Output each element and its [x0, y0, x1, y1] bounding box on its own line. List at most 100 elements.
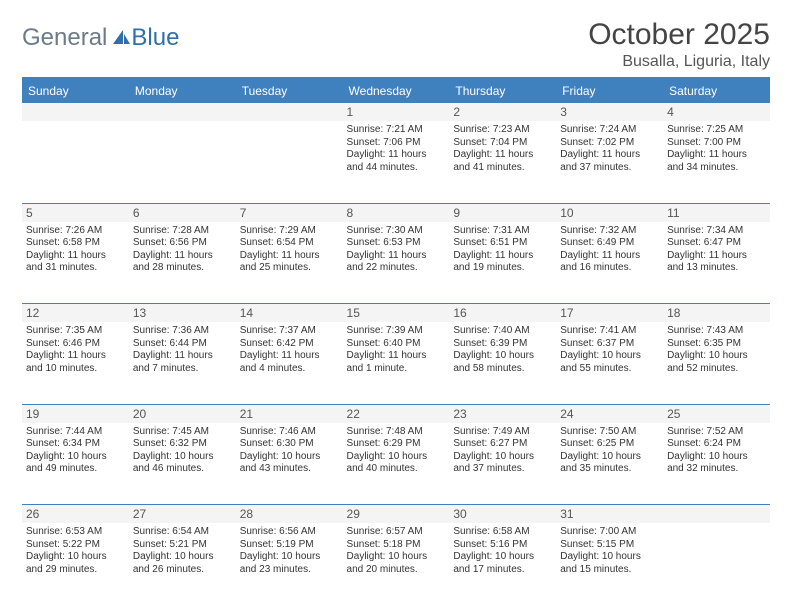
day-cell: Sunrise: 6:54 AMSunset: 5:21 PMDaylight:…	[129, 523, 236, 605]
day-number-row: 1234	[22, 103, 770, 121]
sunrise-line: Sunrise: 7:25 AM	[667, 124, 766, 137]
sunrise-line: Sunrise: 7:48 AM	[347, 426, 446, 439]
day-cell: Sunrise: 7:24 AMSunset: 7:02 PMDaylight:…	[556, 121, 663, 203]
daylight-line: Daylight: 11 hours and 4 minutes.	[240, 350, 339, 375]
day-number-cell: 18	[663, 304, 770, 322]
daylight-line: Daylight: 11 hours and 22 minutes.	[347, 250, 446, 275]
daylight-line: Daylight: 11 hours and 44 minutes.	[347, 149, 446, 174]
sunrise-line: Sunrise: 7:31 AM	[453, 225, 552, 238]
sunrise-line: Sunrise: 6:53 AM	[26, 526, 125, 539]
day-cell	[236, 121, 343, 203]
daylight-line: Daylight: 10 hours and 49 minutes.	[26, 451, 125, 476]
day-cell: Sunrise: 7:39 AMSunset: 6:40 PMDaylight:…	[343, 322, 450, 404]
day-number-cell	[236, 103, 343, 121]
daylight-line: Daylight: 11 hours and 37 minutes.	[560, 149, 659, 174]
day-number-cell: 29	[343, 505, 450, 523]
day-cell: Sunrise: 7:32 AMSunset: 6:49 PMDaylight:…	[556, 222, 663, 304]
day-cell: Sunrise: 7:45 AMSunset: 6:32 PMDaylight:…	[129, 423, 236, 505]
sunset-line: Sunset: 6:25 PM	[560, 438, 659, 451]
daylight-line: Daylight: 10 hours and 23 minutes.	[240, 551, 339, 576]
sunset-line: Sunset: 7:00 PM	[667, 137, 766, 150]
day-cell: Sunrise: 7:35 AMSunset: 6:46 PMDaylight:…	[22, 322, 129, 404]
day-cell: Sunrise: 7:34 AMSunset: 6:47 PMDaylight:…	[663, 222, 770, 304]
sunset-line: Sunset: 7:02 PM	[560, 137, 659, 150]
sunrise-line: Sunrise: 7:00 AM	[560, 526, 659, 539]
sunset-line: Sunset: 6:44 PM	[133, 338, 232, 351]
sunset-line: Sunset: 6:35 PM	[667, 338, 766, 351]
daylight-line: Daylight: 10 hours and 15 minutes.	[560, 551, 659, 576]
daylight-line: Daylight: 10 hours and 40 minutes.	[347, 451, 446, 476]
day-cell: Sunrise: 7:30 AMSunset: 6:53 PMDaylight:…	[343, 222, 450, 304]
day-number-cell: 24	[556, 405, 663, 423]
day-number-cell: 3	[556, 103, 663, 121]
sunset-line: Sunset: 6:27 PM	[453, 438, 552, 451]
sunrise-line: Sunrise: 6:58 AM	[453, 526, 552, 539]
logo-sail-icon	[111, 28, 131, 48]
sunrise-line: Sunrise: 7:50 AM	[560, 426, 659, 439]
day-cell: Sunrise: 7:49 AMSunset: 6:27 PMDaylight:…	[449, 423, 556, 505]
day-number-cell: 26	[22, 505, 129, 523]
sunset-line: Sunset: 5:18 PM	[347, 539, 446, 552]
daylight-line: Daylight: 10 hours and 35 minutes.	[560, 451, 659, 476]
sunrise-line: Sunrise: 7:44 AM	[26, 426, 125, 439]
weekday-header: Monday	[129, 79, 236, 103]
sunrise-line: Sunrise: 6:56 AM	[240, 526, 339, 539]
day-number-cell: 10	[556, 204, 663, 222]
sunrise-line: Sunrise: 7:29 AM	[240, 225, 339, 238]
day-cell: Sunrise: 7:44 AMSunset: 6:34 PMDaylight:…	[22, 423, 129, 505]
day-cell: Sunrise: 7:21 AMSunset: 7:06 PMDaylight:…	[343, 121, 450, 203]
day-cell: Sunrise: 7:52 AMSunset: 6:24 PMDaylight:…	[663, 423, 770, 505]
sunset-line: Sunset: 5:15 PM	[560, 539, 659, 552]
day-number-cell: 6	[129, 204, 236, 222]
sunset-line: Sunset: 6:34 PM	[26, 438, 125, 451]
sunset-line: Sunset: 6:37 PM	[560, 338, 659, 351]
sunrise-line: Sunrise: 7:37 AM	[240, 325, 339, 338]
day-cell: Sunrise: 7:26 AMSunset: 6:58 PMDaylight:…	[22, 222, 129, 304]
day-number-cell: 5	[22, 204, 129, 222]
weekday-header-row: SundayMondayTuesdayWednesdayThursdayFrid…	[22, 79, 770, 103]
day-number-row: 12131415161718	[22, 304, 770, 322]
sunset-line: Sunset: 5:22 PM	[26, 539, 125, 552]
sunset-line: Sunset: 6:47 PM	[667, 237, 766, 250]
daylight-line: Daylight: 11 hours and 7 minutes.	[133, 350, 232, 375]
daylight-line: Daylight: 10 hours and 52 minutes.	[667, 350, 766, 375]
day-number-cell: 21	[236, 405, 343, 423]
day-number-cell: 2	[449, 103, 556, 121]
sunset-line: Sunset: 6:30 PM	[240, 438, 339, 451]
sunset-line: Sunset: 6:32 PM	[133, 438, 232, 451]
sunrise-line: Sunrise: 7:39 AM	[347, 325, 446, 338]
week-content-row: Sunrise: 7:35 AMSunset: 6:46 PMDaylight:…	[22, 322, 770, 404]
day-cell: Sunrise: 7:25 AMSunset: 7:00 PMDaylight:…	[663, 121, 770, 203]
day-cell: Sunrise: 7:43 AMSunset: 6:35 PMDaylight:…	[663, 322, 770, 404]
sunrise-line: Sunrise: 7:36 AM	[133, 325, 232, 338]
day-cell: Sunrise: 7:46 AMSunset: 6:30 PMDaylight:…	[236, 423, 343, 505]
day-number-cell: 25	[663, 405, 770, 423]
day-cell: Sunrise: 6:58 AMSunset: 5:16 PMDaylight:…	[449, 523, 556, 605]
sunrise-line: Sunrise: 7:52 AM	[667, 426, 766, 439]
day-number-cell	[129, 103, 236, 121]
day-number-cell: 28	[236, 505, 343, 523]
day-number-cell: 16	[449, 304, 556, 322]
weekday-header: Saturday	[663, 79, 770, 103]
daylight-line: Daylight: 10 hours and 32 minutes.	[667, 451, 766, 476]
daylight-line: Daylight: 10 hours and 26 minutes.	[133, 551, 232, 576]
day-number-cell: 7	[236, 204, 343, 222]
sunset-line: Sunset: 6:24 PM	[667, 438, 766, 451]
daylight-line: Daylight: 10 hours and 46 minutes.	[133, 451, 232, 476]
daylight-line: Daylight: 11 hours and 34 minutes.	[667, 149, 766, 174]
day-number-cell: 1	[343, 103, 450, 121]
daylight-line: Daylight: 11 hours and 41 minutes.	[453, 149, 552, 174]
weekday-header: Wednesday	[343, 79, 450, 103]
sunrise-line: Sunrise: 7:40 AM	[453, 325, 552, 338]
sunset-line: Sunset: 7:06 PM	[347, 137, 446, 150]
calendar-page: General Blue October 2025 Busalla, Ligur…	[0, 0, 792, 615]
daylight-line: Daylight: 11 hours and 13 minutes.	[667, 250, 766, 275]
week-content-row: Sunrise: 7:26 AMSunset: 6:58 PMDaylight:…	[22, 222, 770, 304]
sunset-line: Sunset: 7:04 PM	[453, 137, 552, 150]
daylight-line: Daylight: 11 hours and 28 minutes.	[133, 250, 232, 275]
day-cell: Sunrise: 7:31 AMSunset: 6:51 PMDaylight:…	[449, 222, 556, 304]
day-number-cell: 19	[22, 405, 129, 423]
sunset-line: Sunset: 6:29 PM	[347, 438, 446, 451]
sunset-line: Sunset: 6:42 PM	[240, 338, 339, 351]
day-cell: Sunrise: 7:28 AMSunset: 6:56 PMDaylight:…	[129, 222, 236, 304]
